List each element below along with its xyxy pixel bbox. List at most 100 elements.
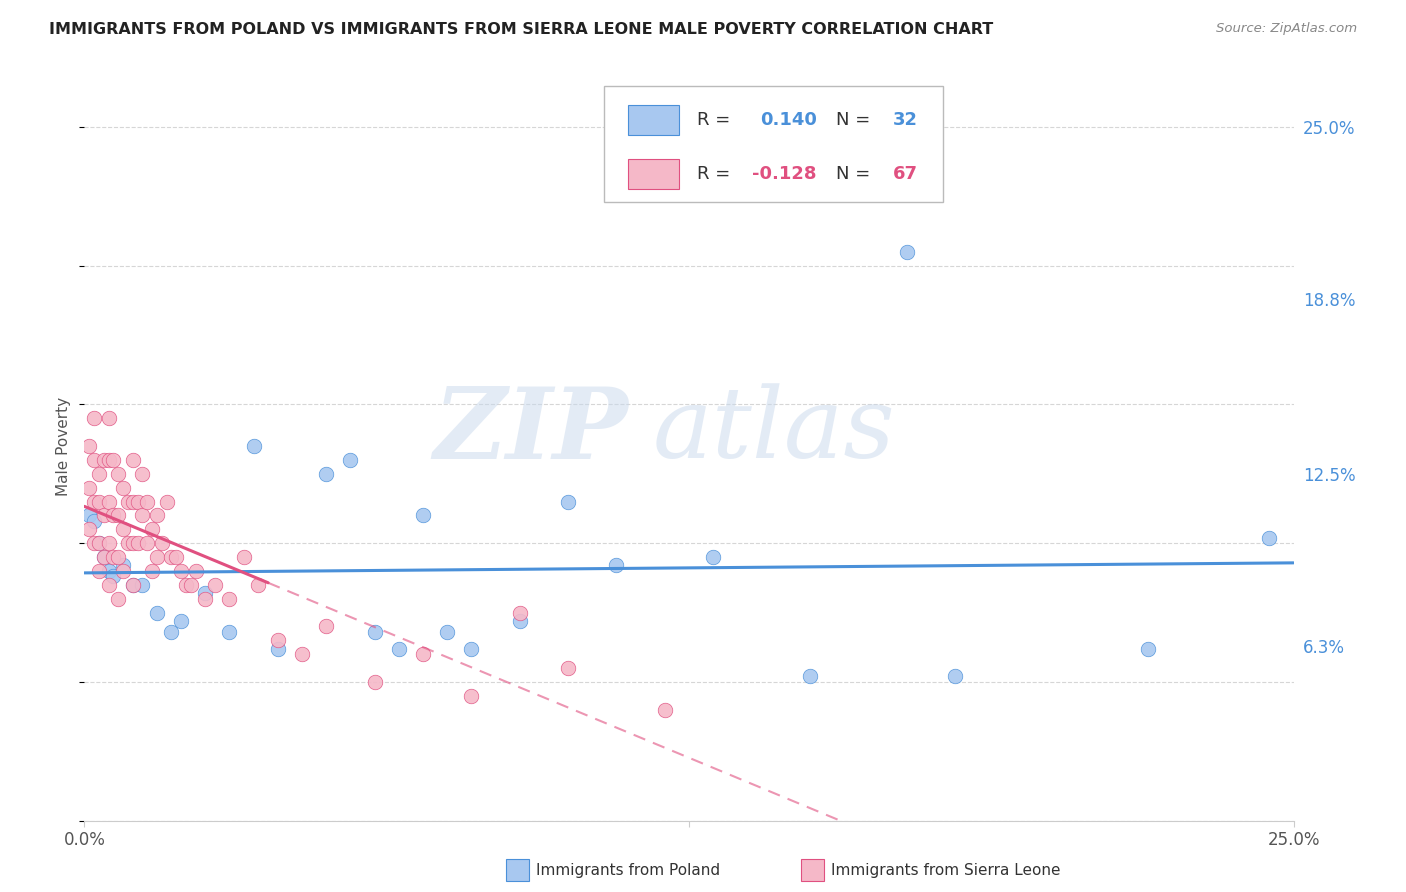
Point	[291, 647, 314, 661]
Text: 67: 67	[893, 165, 918, 183]
Point	[131, 467, 153, 481]
Point	[363, 674, 385, 689]
Point	[170, 564, 193, 578]
Point	[117, 494, 139, 508]
Point	[412, 647, 434, 661]
Point	[654, 703, 676, 717]
Text: N =: N =	[837, 111, 876, 129]
Text: -0.128: -0.128	[752, 165, 817, 183]
Point	[127, 536, 149, 550]
Point	[93, 508, 115, 523]
Point	[87, 536, 110, 550]
Point	[412, 508, 434, 523]
Point	[103, 549, 125, 564]
Point	[77, 439, 100, 453]
Point	[267, 641, 290, 656]
Point	[1258, 531, 1281, 545]
Point	[136, 494, 159, 508]
Point	[107, 549, 129, 564]
Point	[170, 614, 193, 628]
Point	[146, 549, 169, 564]
Point	[83, 536, 105, 550]
Point	[460, 689, 482, 703]
FancyBboxPatch shape	[628, 160, 679, 189]
Point	[184, 564, 207, 578]
Point	[97, 564, 120, 578]
Point	[315, 467, 337, 481]
Point	[121, 494, 143, 508]
Point	[174, 578, 197, 592]
Point	[112, 522, 135, 536]
Point	[112, 564, 135, 578]
Point	[77, 481, 100, 495]
Point	[103, 453, 125, 467]
Point	[155, 494, 177, 508]
Point	[218, 591, 240, 606]
Point	[83, 453, 105, 467]
Text: ZIP: ZIP	[433, 383, 628, 479]
Point	[121, 578, 143, 592]
Text: N =: N =	[837, 165, 876, 183]
Y-axis label: Male Poverty: Male Poverty	[56, 396, 72, 496]
Point	[141, 564, 163, 578]
Text: 32: 32	[893, 111, 918, 129]
Point	[127, 494, 149, 508]
Point	[557, 661, 579, 675]
Point	[83, 514, 105, 528]
FancyBboxPatch shape	[605, 87, 943, 202]
Point	[97, 536, 120, 550]
Point	[83, 494, 105, 508]
Point	[87, 494, 110, 508]
Point	[97, 453, 120, 467]
Point	[97, 494, 120, 508]
Point	[194, 591, 217, 606]
Point	[247, 578, 270, 592]
Text: R =: R =	[697, 165, 737, 183]
Point	[180, 578, 202, 592]
Point	[103, 569, 125, 583]
Point	[103, 508, 125, 523]
Text: R =: R =	[697, 111, 737, 129]
Point	[799, 669, 821, 683]
Point	[896, 244, 918, 259]
Point	[160, 624, 183, 639]
Point	[233, 549, 256, 564]
Point	[702, 549, 724, 564]
Point	[112, 481, 135, 495]
Point	[107, 508, 129, 523]
Point	[107, 467, 129, 481]
Point	[315, 619, 337, 633]
Point	[121, 536, 143, 550]
Point	[218, 624, 240, 639]
Point	[121, 578, 143, 592]
Point	[242, 439, 264, 453]
Point	[146, 606, 169, 620]
Point	[97, 411, 120, 425]
Point	[1137, 641, 1160, 656]
Point	[460, 641, 482, 656]
Point	[141, 522, 163, 536]
Point	[83, 411, 105, 425]
Point	[388, 641, 411, 656]
Point	[204, 578, 226, 592]
Point	[117, 536, 139, 550]
Point	[121, 453, 143, 467]
Text: IMMIGRANTS FROM POLAND VS IMMIGRANTS FROM SIERRA LEONE MALE POVERTY CORRELATION : IMMIGRANTS FROM POLAND VS IMMIGRANTS FRO…	[49, 22, 994, 37]
Point	[150, 536, 173, 550]
Point	[93, 453, 115, 467]
Text: Source: ZipAtlas.com: Source: ZipAtlas.com	[1216, 22, 1357, 36]
Point	[165, 549, 187, 564]
Point	[93, 549, 115, 564]
Point	[557, 494, 579, 508]
Point	[267, 633, 290, 648]
Point	[363, 624, 385, 639]
Point	[131, 578, 153, 592]
Point	[77, 508, 100, 523]
Text: 0.140: 0.140	[761, 111, 817, 129]
FancyBboxPatch shape	[628, 105, 679, 135]
Point	[160, 549, 183, 564]
Point	[605, 558, 627, 573]
Point	[943, 669, 966, 683]
Text: atlas: atlas	[652, 384, 896, 479]
Point	[97, 578, 120, 592]
